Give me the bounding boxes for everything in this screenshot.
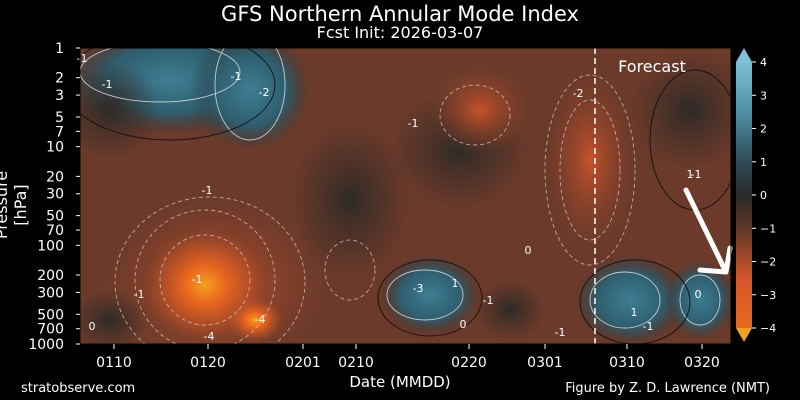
- y-tick-label: 20: [46, 169, 64, 185]
- contour-label: -2: [259, 86, 270, 99]
- colorbar-top-cap: [736, 48, 752, 62]
- x-tick-label: 0201: [285, 355, 321, 371]
- chart-title: GFS Northern Annular Mode Index: [221, 2, 579, 26]
- annotation-arrow: [683, 187, 733, 275]
- contour-label: 0: [525, 244, 532, 257]
- y-tick-label: 50: [46, 209, 64, 225]
- chart-subtitle: Fcst Init: 2026-03-07: [316, 23, 484, 42]
- colorbar-tick-label: 1: [760, 156, 767, 169]
- contour-label: -1: [102, 78, 113, 91]
- y-tick-label: 300: [37, 285, 64, 301]
- x-tick-label: 0301: [527, 355, 563, 371]
- contour-label: -1: [643, 320, 654, 333]
- x-axis-label: Date (MMDD): [349, 373, 451, 391]
- x-tick-label: 0110: [96, 355, 132, 371]
- y-tick-label: 5: [55, 110, 64, 126]
- colorbar-tick-label: −2: [760, 256, 776, 269]
- contour-label: -1: [555, 326, 566, 339]
- contour-label: 0: [89, 320, 96, 333]
- y-tick-label: 3: [55, 88, 64, 104]
- y-tick-label: 10: [46, 140, 64, 156]
- y-tick-label: 30: [46, 187, 64, 203]
- x-tick-label: 0310: [609, 355, 645, 371]
- contour-label: -1: [231, 70, 242, 83]
- y-tick-label: 7: [55, 124, 64, 140]
- contour-labels: -1-1-1-2-1-1-2-1-1-4-4-3 1-100-101-101-1: [77, 52, 702, 343]
- y-tick-label: 2: [55, 71, 64, 87]
- forecast-label: Forecast: [618, 57, 686, 76]
- y-tick-label: 100: [37, 238, 64, 254]
- colorbar-tick-label: −1: [760, 222, 776, 235]
- x-tick-label: 0210: [338, 355, 374, 371]
- y-tick-label: 70: [46, 223, 64, 239]
- nam-field: [80, 48, 731, 344]
- contour-label: 0: [695, 288, 702, 301]
- contour-label: 0: [460, 318, 467, 331]
- colorbar-body: [736, 62, 752, 328]
- y-tick-label: 700: [37, 322, 64, 338]
- x-axis: 0110 0120 0201 0210 0220 0301 0310 0320: [96, 344, 720, 371]
- colorbar-tick-label: 0: [760, 189, 767, 202]
- y-tick-label: 1: [55, 41, 64, 57]
- contour-label: -1: [192, 273, 203, 286]
- x-tick-label: 0220: [451, 355, 487, 371]
- colorbar-bottom-cap: [736, 328, 752, 342]
- contour-label: -1: [202, 184, 213, 197]
- colorbar-tick-label: 3: [760, 89, 767, 102]
- contour-label: 1: [452, 277, 459, 290]
- contour-label: -4: [255, 313, 266, 326]
- contour-label: 1: [687, 168, 694, 181]
- colorbar: 4 3 2 1 0 −1 −2 −3 −4: [736, 48, 776, 342]
- y-tick-label: 200: [37, 268, 64, 284]
- colorbar-tick-label: 2: [760, 123, 767, 136]
- contour-label: -1: [134, 288, 145, 301]
- contour-label: -3: [413, 282, 424, 295]
- contour-label: -1: [691, 168, 702, 181]
- y-tick-label: 1000: [28, 337, 64, 353]
- contour-label: -1: [483, 294, 494, 307]
- contour-label: 1: [631, 306, 638, 319]
- colorbar-tick-label: −3: [760, 289, 776, 302]
- site-credit: stratobserve.com: [21, 381, 136, 396]
- plot-frame: [79, 47, 732, 345]
- colorbar-tick-label: −4: [760, 322, 776, 335]
- contour-label: -1: [77, 52, 88, 65]
- contour-label: -4: [204, 330, 215, 343]
- colorbar-tick-label: 4: [760, 56, 767, 69]
- y-tick-label: 500: [37, 307, 64, 323]
- contour-label: -2: [573, 87, 584, 100]
- contour-label: -1: [408, 117, 419, 130]
- author-credit: Figure by Z. D. Lawrence (NMT): [565, 381, 770, 396]
- x-tick-label: 0320: [684, 355, 720, 371]
- x-tick-label: 0120: [190, 355, 226, 371]
